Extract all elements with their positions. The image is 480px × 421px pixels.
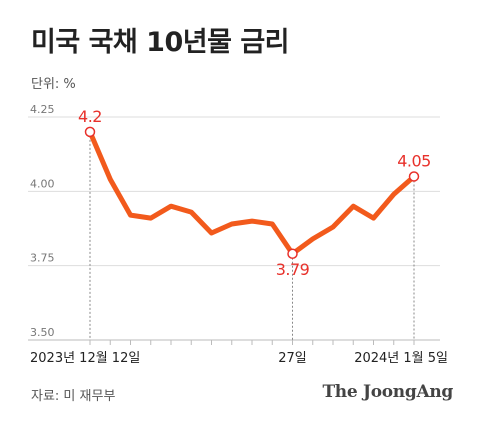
x-tick-label: 27일: [278, 351, 307, 366]
data-marker: [287, 248, 298, 260]
unit-label: 단위: %: [31, 77, 76, 92]
y-tick-label: 3.50: [30, 326, 55, 339]
source-label: 자료: 미 재무부: [31, 389, 116, 404]
brand-logo: The JoongAng: [322, 382, 453, 402]
y-tick-label: 3.75: [30, 252, 55, 265]
x-axis-ticks: 2023년 12월 12일 27일 2024년 1월 5일: [30, 340, 448, 366]
y-tick-label: 4.00: [30, 177, 55, 190]
x-tick-label: 2024년 1월 5일: [354, 351, 448, 366]
data-marker: [84, 126, 96, 138]
y-tick-label: 4.25: [30, 103, 55, 116]
series-line: [87, 129, 417, 257]
data-label: 3.79: [276, 260, 310, 279]
chart-title: 미국 국채 10년물 금리: [31, 27, 290, 58]
data-label: 4.05: [397, 151, 431, 170]
data-marker: [408, 171, 420, 182]
guide-lines: [89, 131, 415, 345]
grid-lines: [28, 116, 440, 341]
data-labels: 4.2 3.79 4.05: [78, 107, 431, 279]
x-tick-label: 2023년 12월 12일: [30, 351, 140, 366]
y-axis-ticks: 4.25 4.00 3.75 3.50: [30, 103, 55, 339]
data-markers: [84, 126, 420, 260]
data-label: 4.2: [78, 107, 102, 126]
